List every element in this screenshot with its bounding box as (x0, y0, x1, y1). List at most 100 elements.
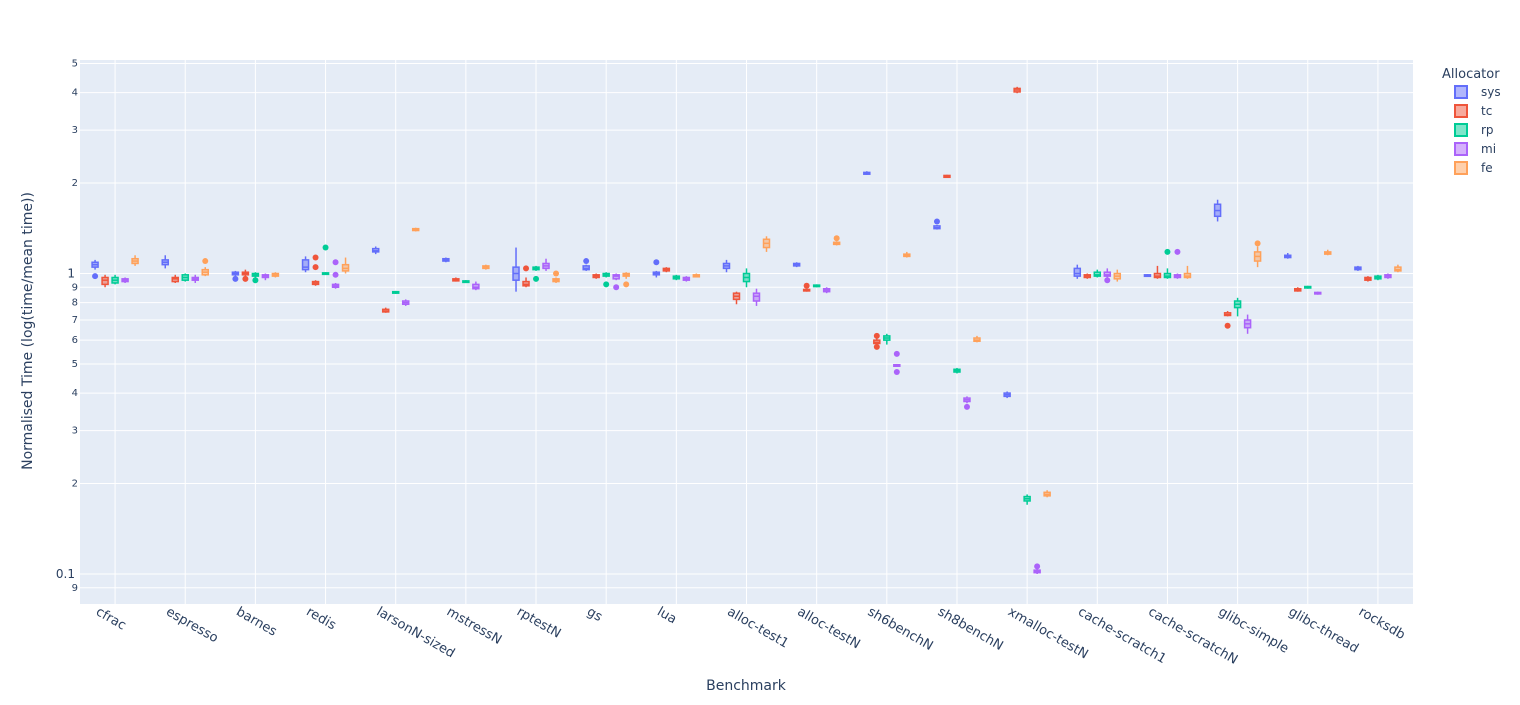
box-mi-cache-scratch1[interactable] (1103, 268, 1112, 284)
box-tc-xmalloc-testN[interactable] (1013, 86, 1021, 94)
box-tc-cache-scratchN[interactable] (1153, 265, 1162, 279)
box-tc-cache-scratch1[interactable] (1083, 273, 1092, 279)
box-mi-sh6benchN[interactable] (893, 350, 901, 376)
box-mi-glibc-thread[interactable] (1314, 291, 1322, 295)
box-sys-glibc-thread[interactable] (1284, 253, 1292, 259)
legend-item-sys[interactable]: sys (1454, 85, 1501, 99)
box-rp-redis[interactable] (321, 244, 330, 276)
box-mi-espresso[interactable] (191, 274, 199, 283)
box-tc-glibc-simple[interactable] (1223, 311, 1232, 329)
box-rp-alloc-testN[interactable] (812, 284, 821, 288)
box-rp-rptestN[interactable] (532, 265, 540, 282)
box-sys-alloc-testN[interactable] (792, 262, 801, 268)
box-mi-gs[interactable] (612, 273, 620, 291)
box-rp-gs[interactable] (602, 272, 610, 288)
box-sys-barnes[interactable] (231, 270, 240, 282)
legend-item-mi[interactable]: mi (1454, 142, 1496, 156)
box-tc-alloc-test1[interactable] (732, 291, 741, 305)
box-sys-cache-scratch1[interactable] (1073, 264, 1082, 279)
box-fe-cache-scratch1[interactable] (1113, 269, 1122, 282)
box-fe-rocksdb[interactable] (1394, 264, 1402, 273)
box-fe-larsonN-sized[interactable] (411, 227, 420, 232)
box-rp-cfrac[interactable] (111, 274, 119, 285)
box-fe-lua[interactable] (692, 273, 701, 278)
box-fe-glibc-thread[interactable] (1324, 249, 1332, 256)
box-tc-rptestN[interactable] (522, 265, 530, 288)
box-rp-cache-scratch1[interactable] (1093, 269, 1102, 278)
box-fe-xmalloc-testN[interactable] (1043, 490, 1051, 498)
box-sys-alloc-test1[interactable] (722, 259, 731, 273)
box-fe-alloc-test1[interactable] (762, 236, 771, 252)
box-fe-mstressN[interactable] (482, 264, 490, 270)
box-fe-glibc-simple[interactable] (1253, 240, 1262, 268)
box-rp-mstressN[interactable] (462, 280, 470, 284)
box-tc-mstressN[interactable] (452, 277, 460, 282)
box-rp-glibc-thread[interactable] (1304, 285, 1312, 289)
box-sys-larsonN-sized[interactable] (371, 246, 380, 255)
box-fe-cache-scratchN[interactable] (1183, 265, 1192, 279)
box-sys-cfrac[interactable] (91, 259, 99, 280)
box-rp-rocksdb[interactable] (1374, 274, 1382, 281)
box-fe-barnes[interactable] (271, 272, 280, 278)
box-sys-gs[interactable] (582, 258, 590, 271)
box-tc-glibc-thread[interactable] (1294, 287, 1302, 292)
box-tc-larsonN-sized[interactable] (381, 307, 390, 313)
box-fe-rptestN[interactable] (552, 270, 560, 283)
box-tc-cfrac[interactable] (101, 274, 109, 288)
legend-item-rp[interactable]: rp (1454, 123, 1494, 137)
box-rp-larsonN-sized[interactable] (391, 290, 400, 294)
box-fe-cfrac[interactable] (131, 255, 139, 266)
box-tc-alloc-testN[interactable] (802, 282, 811, 292)
box-rp-alloc-test1[interactable] (742, 268, 751, 288)
legend-item-fe[interactable]: fe (1454, 161, 1493, 175)
box-tc-barnes[interactable] (241, 269, 250, 282)
box-mi-cfrac[interactable] (121, 277, 129, 283)
box-rp-xmalloc-testN[interactable] (1023, 494, 1031, 505)
box-sys-rptestN[interactable] (512, 247, 520, 292)
box-rp-espresso[interactable] (181, 273, 189, 282)
legend-item-tc[interactable]: tc (1454, 104, 1492, 118)
box-rp-lua[interactable] (672, 274, 681, 281)
legend[interactable]: Allocator sys tc rp mi fe (1442, 67, 1501, 175)
box-sys-mstressN[interactable] (442, 257, 450, 263)
box-tc-lua[interactable] (662, 267, 671, 273)
box-rp-cache-scratchN[interactable] (1163, 248, 1172, 279)
box-mi-xmalloc-testN[interactable] (1033, 563, 1041, 574)
box-mi-alloc-test1[interactable] (752, 288, 761, 306)
box-rp-sh6benchN[interactable] (883, 333, 891, 345)
box-tc-rocksdb[interactable] (1364, 276, 1372, 282)
box-tc-sh8benchN[interactable] (943, 174, 951, 179)
box-mi-cache-scratchN[interactable] (1173, 248, 1182, 279)
box-mi-alloc-testN[interactable] (822, 287, 831, 294)
box-mi-glibc-simple[interactable] (1243, 314, 1252, 334)
box-fe-espresso[interactable] (201, 258, 209, 277)
box-mi-barnes[interactable] (261, 273, 270, 281)
box-fe-sh6benchN[interactable] (903, 251, 911, 258)
box-mi-lua[interactable] (682, 276, 691, 282)
box-mi-mstressN[interactable] (472, 281, 480, 291)
box-tc-sh6benchN[interactable] (873, 332, 881, 350)
box-sys-redis[interactable] (301, 256, 310, 273)
box-sys-sh8benchN[interactable] (933, 218, 941, 230)
box-sys-sh6benchN[interactable] (863, 171, 871, 175)
box-mi-rocksdb[interactable] (1384, 273, 1392, 279)
box-tc-gs[interactable] (592, 273, 600, 279)
box-mi-larsonN-sized[interactable] (401, 299, 410, 306)
box-sys-xmalloc-testN[interactable] (1003, 391, 1011, 399)
box-sys-lua[interactable] (652, 259, 661, 278)
box-fe-gs[interactable] (622, 272, 630, 288)
box-rp-glibc-simple[interactable] (1233, 297, 1242, 317)
box-sys-rocksdb[interactable] (1354, 265, 1362, 271)
box-mi-redis[interactable] (331, 259, 340, 289)
box-fe-alloc-testN[interactable] (832, 235, 841, 246)
box-tc-redis[interactable] (311, 254, 320, 286)
box-mi-sh8benchN[interactable] (963, 396, 971, 410)
box-mi-rptestN[interactable] (542, 258, 550, 271)
box-sys-cache-scratchN[interactable] (1143, 274, 1152, 278)
box-rp-sh8benchN[interactable] (953, 367, 961, 374)
box-rp-barnes[interactable] (251, 272, 260, 284)
box-fe-redis[interactable] (341, 257, 350, 274)
box-sys-glibc-simple[interactable] (1213, 199, 1222, 222)
box-sys-espresso[interactable] (161, 255, 169, 269)
box-fe-sh8benchN[interactable] (973, 335, 981, 343)
